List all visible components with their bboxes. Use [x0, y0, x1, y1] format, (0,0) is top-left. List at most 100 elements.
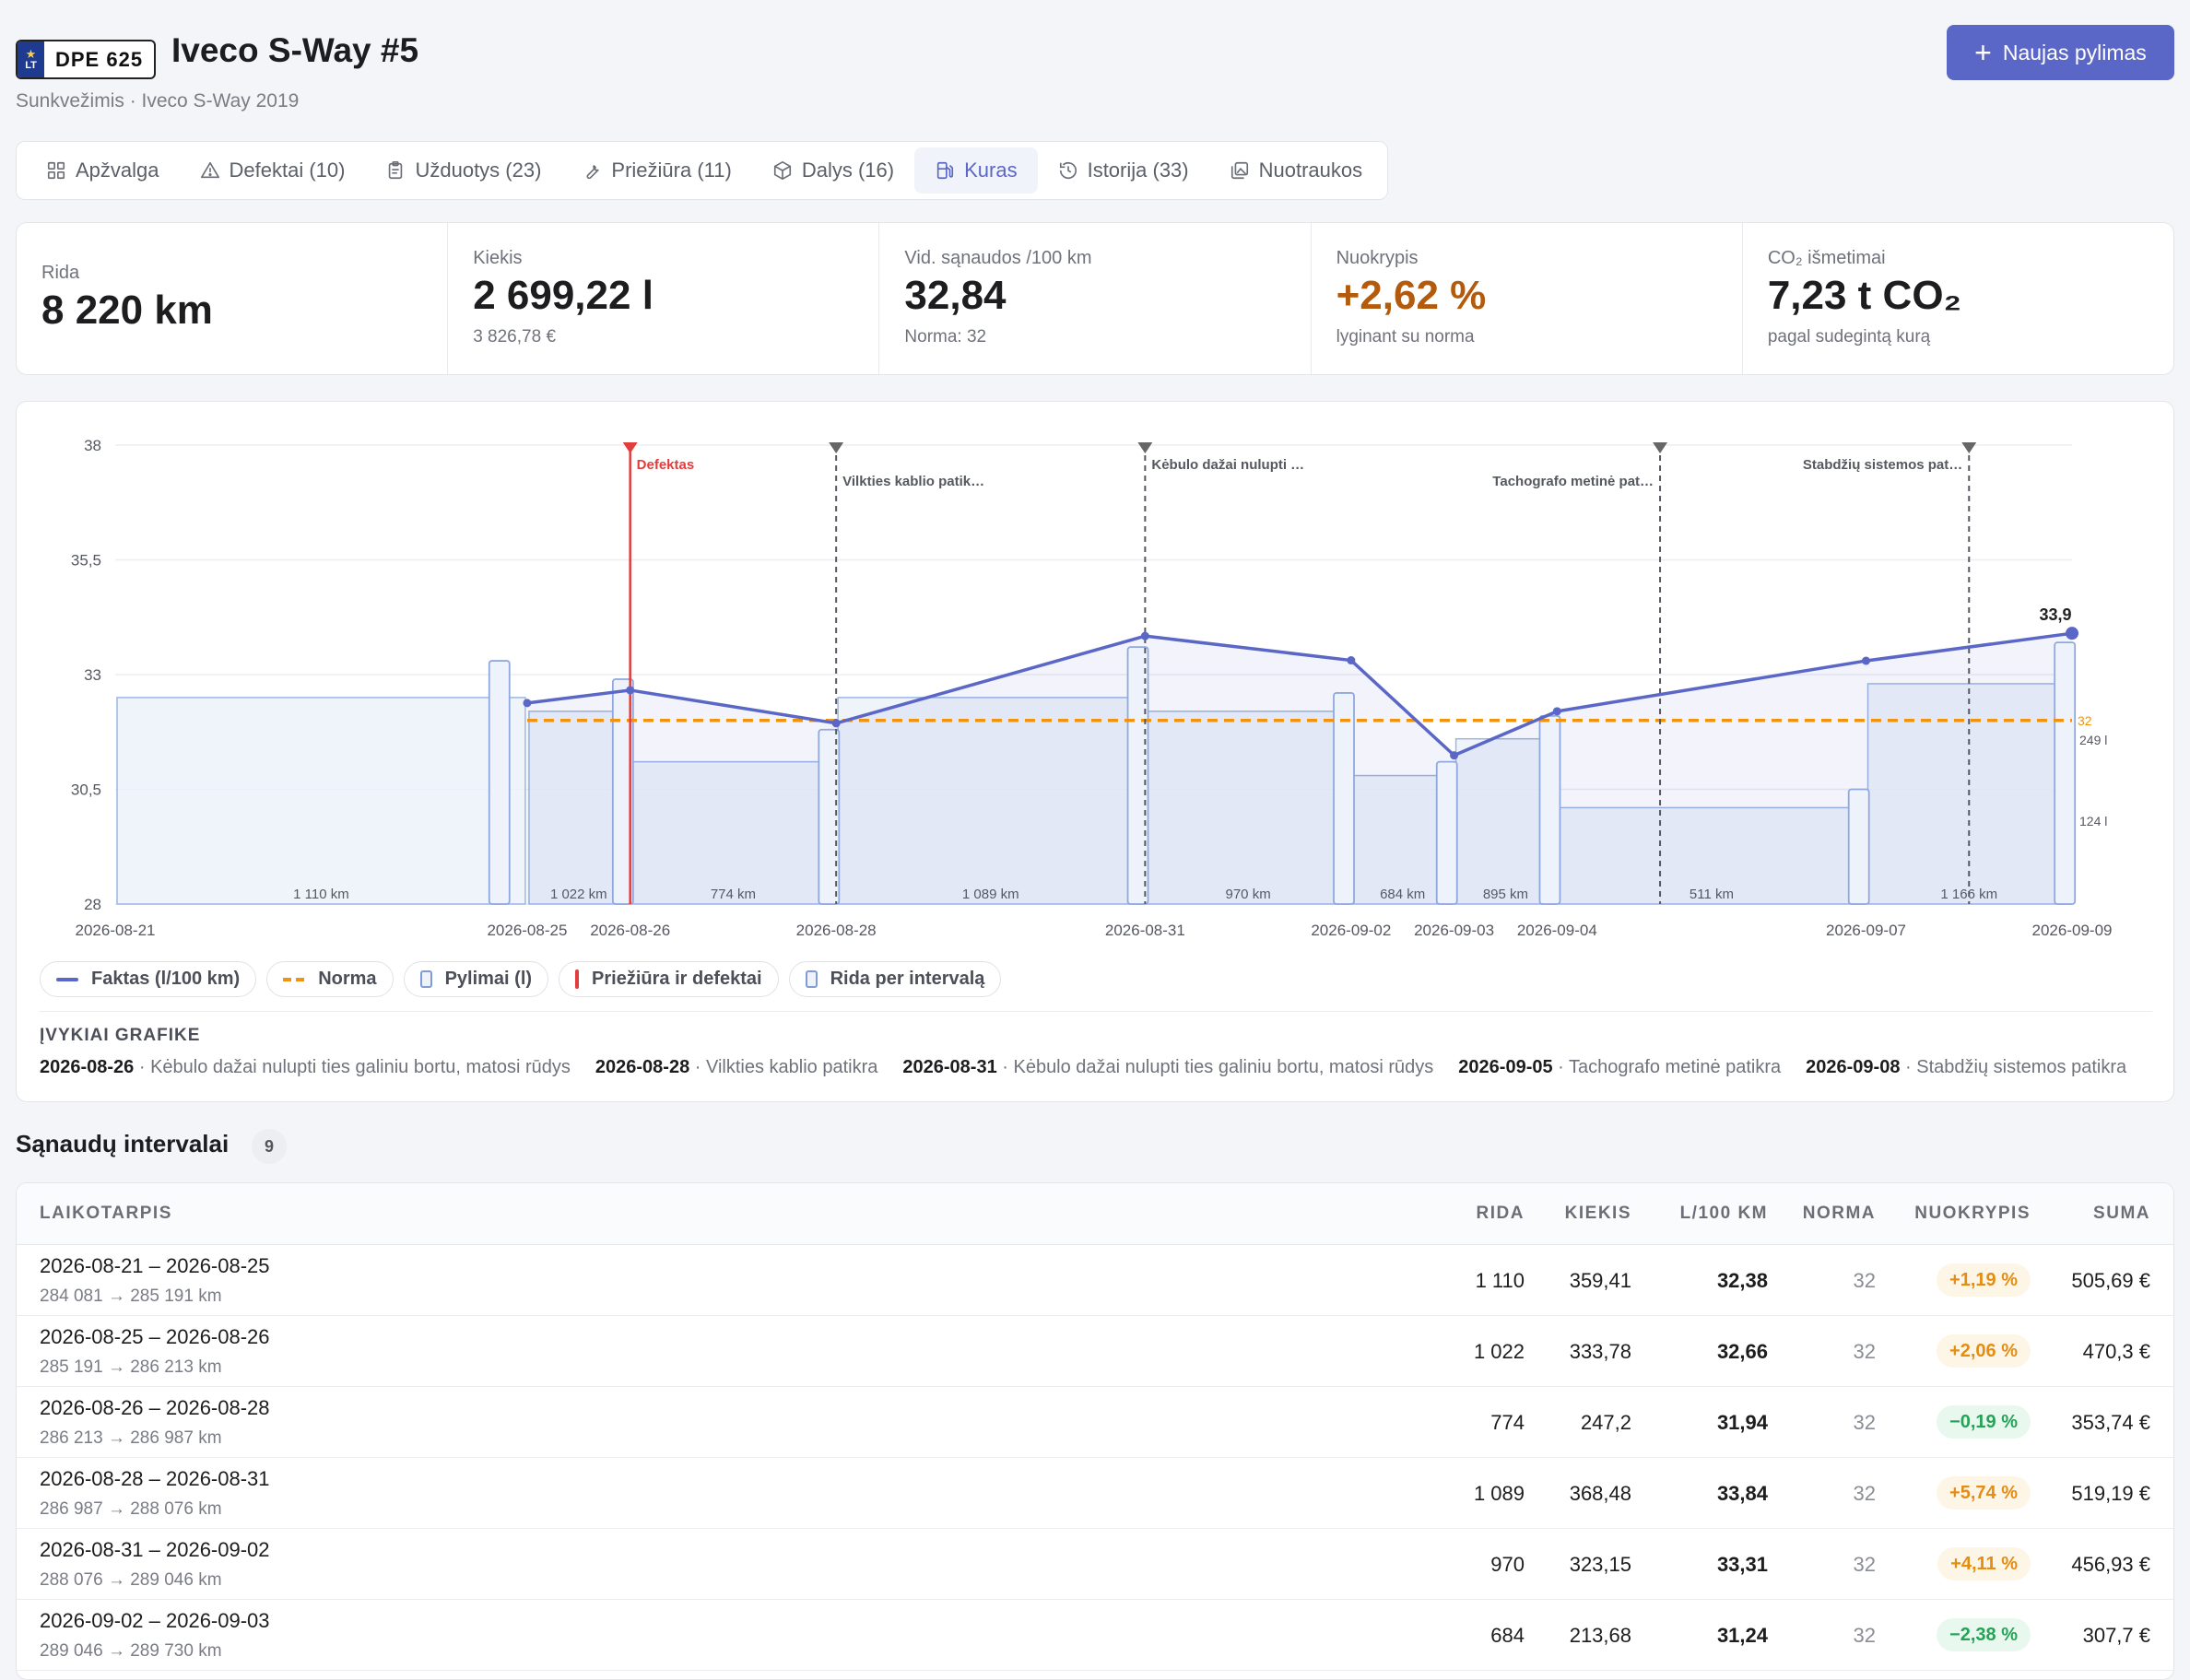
legend-norm[interactable]: Norma [266, 961, 394, 997]
data-point [1450, 751, 1459, 760]
legend-fills[interactable]: Pylimai (l) [403, 961, 549, 997]
mileage-interval-label: 1 110 km [293, 887, 349, 902]
event-marker-icon [622, 442, 638, 453]
fuel-consumption-chart: 38 35,5 33 30,5 28 1 110 km 1 022 km 774 km 1 08… [71, 437, 2113, 939]
event-item[interactable]: 2026-08-26 · Kėbulo dažai nulupti ties g… [40, 1057, 571, 1078]
row-per100: 32,38 [1716, 1269, 1768, 1292]
stat-co2: CO₂ išmetimai 7,23 t CO₂ pagal sudegintą… [1743, 223, 2173, 374]
tab-overview[interactable]: Apžvalga [26, 147, 180, 194]
row-sum: 307,7 € [2082, 1624, 2150, 1647]
row-amount: 359,41 [1569, 1269, 1631, 1292]
divider [40, 1011, 2152, 1012]
tab-photos[interactable]: Nuotraukos [1209, 147, 1383, 194]
tab-tasks[interactable]: Užduotys (23) [365, 147, 561, 194]
event-date: 2026-09-08 [1806, 1057, 1901, 1077]
header-deviation[interactable]: NUOKRYPIS [1914, 1204, 2031, 1223]
stat-amount: Kiekis 2 699,22 l 3 826,78 € [448, 223, 880, 374]
header-norm[interactable]: NORMA [1802, 1204, 1876, 1223]
mileage-interval-label: 1 022 km [550, 887, 607, 902]
event-item[interactable]: 2026-09-08 · Stabdžių sistemos patikra [1806, 1057, 2126, 1078]
tab-fuel[interactable]: Kuras [914, 147, 1038, 194]
header-sum[interactable]: SUMA [2093, 1204, 2150, 1223]
table-row[interactable]: 2026-08-28 – 2026-08-31 286 987 → 288 076… [17, 1458, 2173, 1529]
event-date: 2026-08-31 [902, 1057, 997, 1077]
row-mileage: 684 [1490, 1624, 1525, 1647]
y-tick-label: 35,5 [71, 552, 101, 570]
y-tick-label: 30,5 [71, 781, 101, 799]
row-sum: 505,69 € [2071, 1269, 2150, 1292]
row-mileage: 970 [1490, 1553, 1525, 1576]
row-period: 2026-08-28 – 2026-08-31 [40, 1467, 270, 1490]
new-fill-button[interactable]: + Naujas pylimas [1947, 25, 2174, 80]
mileage-interval-label: 970 km [1226, 887, 1271, 902]
stat-label: CO₂ išmetimai [1767, 248, 1886, 268]
stat-mileage: Rida 8 220 km [17, 223, 449, 374]
legend-mileage[interactable]: Rida per intervalą [788, 961, 1002, 997]
row-period: 2026-08-21 – 2026-08-25 [40, 1254, 270, 1277]
x-tick-label: 2026-08-21 [76, 922, 156, 939]
deviation-badge: +4,11 % [1937, 1547, 2031, 1580]
event-item[interactable]: 2026-08-28 · Vilkties kablio patikra [595, 1057, 877, 1078]
header-per100[interactable]: L/100 KM [1679, 1204, 1768, 1223]
table-row[interactable]: 2026-08-25 – 2026-08-26 285 191 → 286 213… [17, 1316, 2173, 1387]
mileage-interval-bar [1352, 774, 1454, 905]
x-tick-label: 2026-09-04 [1517, 922, 1597, 939]
tab-label: Istorija (33) [1087, 159, 1189, 182]
legend-label: Priežiūra ir defektai [592, 969, 762, 989]
event-item[interactable]: 2026-09-05 · Tachografo metinė patikra [1458, 1057, 1781, 1078]
event-text: · Kėbulo dažai nulupti ties galiniu bort… [134, 1057, 571, 1077]
norm-label: 32 [2078, 713, 2092, 728]
header-mileage[interactable]: RIDA [1476, 1204, 1525, 1223]
y-tick-label: 38 [84, 437, 101, 454]
tab-bar: Apžvalga Defektai (10) Užduotys (23) Pri… [16, 141, 1388, 200]
row-sum: 456,93 € [2071, 1553, 2150, 1576]
row-amount: 323,15 [1569, 1553, 1631, 1576]
deviation-badge: +1,19 % [1937, 1263, 2031, 1297]
table-row[interactable]: 2026-09-02 – 2026-09-03 289 046 → 289 730… [17, 1600, 2173, 1671]
mileage-interval-label: 511 km [1690, 887, 1734, 902]
images-icon [1230, 161, 1248, 180]
tab-label: Kuras [964, 159, 1018, 182]
tab-maintenance[interactable]: Priežiūra (11) [561, 147, 751, 194]
tab-history[interactable]: Istorija (33) [1038, 147, 1209, 194]
license-plate: ★ LT DPE 625 [16, 40, 157, 79]
stats-panel: Rida 8 220 km Kiekis 2 699,22 l 3 826,78… [16, 222, 2174, 375]
stat-label: Vid. sąnaudos /100 km [904, 248, 1092, 268]
row-sum: 470,3 € [2082, 1340, 2150, 1363]
legend-label: Faktas (l/100 km) [91, 969, 241, 989]
data-point [2066, 627, 2078, 640]
x-tick-label: 2026-08-31 [1105, 922, 1185, 939]
page-title: Iveco S-Way #5 [171, 31, 419, 69]
x-tick-label: 2026-09-02 [1311, 922, 1391, 939]
table-row[interactable]: 2026-08-31 – 2026-09-02 288 076 → 289 046… [17, 1529, 2173, 1600]
table-row[interactable]: 2026-08-26 – 2026-08-28 286 213 → 286 987… [17, 1387, 2173, 1458]
fill-bar [1538, 714, 1561, 905]
row-per100: 33,31 [1716, 1553, 1768, 1576]
event-text: · Tachografo metinė patikra [1552, 1057, 1782, 1077]
tab-defects[interactable]: Defektai (10) [180, 147, 366, 194]
intervals-count-badge: 9 [252, 1129, 287, 1164]
stat-label: Nuokrypis [1336, 248, 1419, 268]
tab-parts[interactable]: Dalys (16) [752, 147, 914, 194]
x-tick-label: 2026-09-03 [1414, 922, 1494, 939]
event-marker-icon [1137, 442, 1153, 453]
tab-label: Defektai (10) [229, 159, 346, 182]
marker-swatch-icon [575, 969, 580, 989]
legend-actual[interactable]: Faktas (l/100 km) [40, 961, 257, 997]
header-amount[interactable]: KIEKIS [1564, 1204, 1631, 1223]
legend-label: Pylimai (l) [444, 969, 533, 989]
wrench-icon [586, 165, 600, 180]
legend-label: Norma [318, 969, 377, 989]
x-tick-label: 2026-08-26 [590, 922, 670, 939]
row-amount: 247,2 [1580, 1411, 1631, 1434]
bar-swatch-icon [419, 970, 432, 988]
legend-maintenance[interactable]: Priežiūra ir defektai [559, 961, 779, 997]
mileage-interval-label: 895 km [1483, 887, 1528, 902]
row-norm: 32 [1853, 1269, 1876, 1292]
event-item[interactable]: 2026-08-31 · Kėbulo dažai nulupti ties g… [902, 1057, 1433, 1078]
mileage-interval-label: 684 km [1380, 887, 1425, 902]
header-period[interactable]: LAIKOTARPIS [40, 1204, 172, 1223]
deviation-badge: −0,19 % [1937, 1405, 2031, 1439]
tab-label: Dalys (16) [801, 159, 895, 182]
table-row[interactable]: 2026-08-21 – 2026-08-25 284 081 → 285 191… [17, 1245, 2173, 1316]
